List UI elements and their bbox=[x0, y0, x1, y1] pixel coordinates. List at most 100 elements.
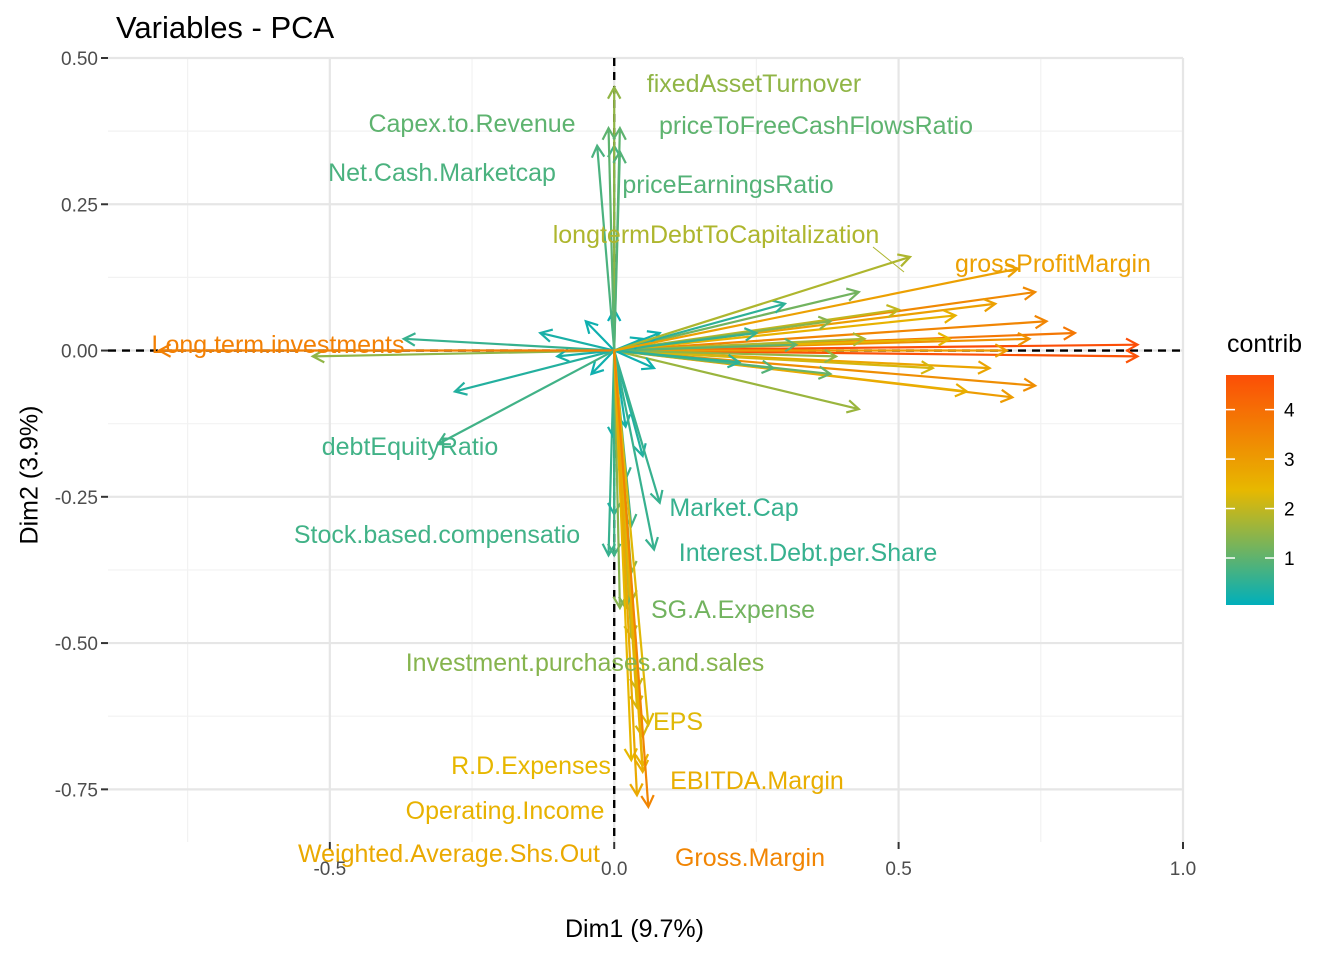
legend-title: contrib bbox=[1227, 330, 1303, 358]
arrow-label: SG.A.Expense bbox=[651, 596, 815, 624]
arrow-head bbox=[612, 125, 627, 141]
arrow-head bbox=[999, 388, 1015, 404]
arrow-head bbox=[977, 360, 992, 375]
variable-arrow-grossProfitMargin bbox=[613, 263, 1021, 352]
variable-arrow bbox=[614, 348, 839, 364]
arrow-head bbox=[612, 149, 627, 164]
arrow-shaft bbox=[590, 349, 616, 375]
arrow-shaft bbox=[613, 349, 860, 411]
arrow-shaft bbox=[613, 350, 661, 503]
arrow-head bbox=[845, 287, 862, 302]
arrow-shaft bbox=[596, 145, 616, 351]
y-tick-label: 0.50 bbox=[61, 49, 98, 70]
arrow-head bbox=[629, 783, 644, 798]
arrow-shaft bbox=[614, 349, 933, 370]
arrow-head bbox=[1125, 349, 1140, 364]
arrow-head bbox=[886, 304, 901, 319]
arrow-label: Net.Cash.Marketcap bbox=[328, 159, 556, 187]
y-tick-label: 0.25 bbox=[61, 195, 98, 216]
variable-arrow bbox=[614, 327, 759, 352]
arrow-head bbox=[640, 712, 655, 728]
arrows-layer bbox=[156, 84, 1140, 810]
arrow-shaft bbox=[613, 290, 860, 352]
label-leader-line bbox=[872, 246, 905, 273]
variable-arrow-Weighted.Average.Shs.Out bbox=[613, 350, 644, 798]
y-tick-label: -0.25 bbox=[55, 488, 98, 509]
x-tick-label: -0.5 bbox=[313, 859, 346, 880]
variable-arrow-debtEquityRatio bbox=[435, 349, 615, 446]
arrow-head bbox=[1005, 263, 1021, 278]
arrow-label: Market.Cap bbox=[669, 494, 798, 522]
arrow-shaft bbox=[540, 331, 615, 352]
arrow-label: Gross.Margin bbox=[675, 844, 825, 872]
variable-arrow-Long.term.investments bbox=[156, 343, 615, 358]
x-tick-label: 0.0 bbox=[601, 859, 627, 880]
variable-arrow bbox=[614, 349, 936, 375]
arrow-head bbox=[452, 381, 468, 396]
arrow-label: EPS bbox=[653, 708, 703, 736]
arrow-shaft bbox=[613, 350, 639, 796]
variable-arrow-priceEarningsRatio bbox=[612, 149, 627, 351]
arrow-shaft bbox=[613, 255, 911, 352]
arrow-shaft bbox=[584, 320, 616, 352]
arrow-head bbox=[897, 253, 913, 268]
arrow-head bbox=[156, 343, 172, 358]
variable-arrow bbox=[614, 309, 958, 352]
arrow-head bbox=[920, 360, 936, 375]
arrow-labels-layer: fixedAssetTurnover priceToFreeCashFlowsRa… bbox=[152, 70, 1151, 872]
arrow-shaft bbox=[607, 128, 616, 351]
grid-minor bbox=[108, 58, 1183, 842]
variable-arrow bbox=[614, 349, 742, 369]
arrow-shaft bbox=[613, 349, 655, 370]
arrow-shaft bbox=[614, 349, 837, 358]
arrow-head bbox=[607, 84, 622, 100]
arrow-head bbox=[823, 348, 839, 364]
arrow-head bbox=[845, 399, 862, 414]
arrow-head bbox=[1034, 314, 1049, 330]
y-tick-label: -0.50 bbox=[55, 634, 98, 655]
arrow-head bbox=[1022, 286, 1038, 301]
arrow-head bbox=[590, 143, 606, 159]
arrow-label: Capex.to.Revenue bbox=[368, 110, 575, 138]
x-axis: -0.5 0.0 0.5 1.0 bbox=[313, 842, 1196, 880]
variable-arrow bbox=[614, 337, 799, 353]
arrow-head bbox=[640, 794, 655, 810]
arrow-shaft bbox=[613, 350, 656, 550]
arrow-shaft bbox=[613, 267, 1019, 352]
arrow-head bbox=[640, 357, 657, 371]
arrow-head bbox=[817, 365, 833, 380]
variable-arrow-fixedAssetTurnover bbox=[607, 84, 622, 351]
arrow-head bbox=[632, 442, 647, 459]
x-tick-label: 0.5 bbox=[885, 859, 911, 880]
y-tick-label: 0.00 bbox=[61, 342, 98, 363]
arrow-head bbox=[852, 332, 867, 347]
y-axis: 0.50 0.25 0.00 -0.25 -0.50 -0.75 bbox=[55, 49, 108, 801]
arrow-head bbox=[743, 327, 759, 342]
arrow-head bbox=[649, 489, 664, 505]
arrow-label: grossProfitMargin bbox=[955, 250, 1151, 278]
colorbar-tick-label: 4 bbox=[1284, 401, 1295, 422]
arrow-head bbox=[401, 332, 416, 347]
arrow-shaft bbox=[454, 349, 615, 393]
variable-arrow bbox=[613, 299, 788, 352]
arrow-shaft bbox=[403, 337, 615, 352]
arrow-shaft bbox=[613, 151, 622, 351]
arrow-head bbox=[538, 328, 554, 343]
arrow-shaft bbox=[613, 302, 786, 352]
arrow-head bbox=[310, 348, 325, 364]
arrow-head bbox=[634, 753, 650, 769]
variable-arrow bbox=[613, 349, 862, 414]
arrow-head bbox=[761, 359, 776, 375]
arrow-label: Interest.Debt.per.Share bbox=[679, 539, 937, 567]
arrow-shaft bbox=[614, 343, 797, 352]
arrow-shaft bbox=[614, 314, 956, 352]
arrow-head bbox=[435, 432, 451, 446]
arrow-label: priceEarningsRatio bbox=[622, 171, 833, 199]
arrow-head bbox=[644, 536, 659, 552]
arrow-head bbox=[771, 299, 788, 314]
arrow-label: Investment.purchases.and.sales bbox=[406, 649, 765, 677]
contrib-legend: 4 3 2 1 bbox=[1226, 375, 1295, 605]
arrow-label: longtermDebtToCapitalization bbox=[553, 221, 880, 249]
arrow-head bbox=[817, 315, 833, 330]
